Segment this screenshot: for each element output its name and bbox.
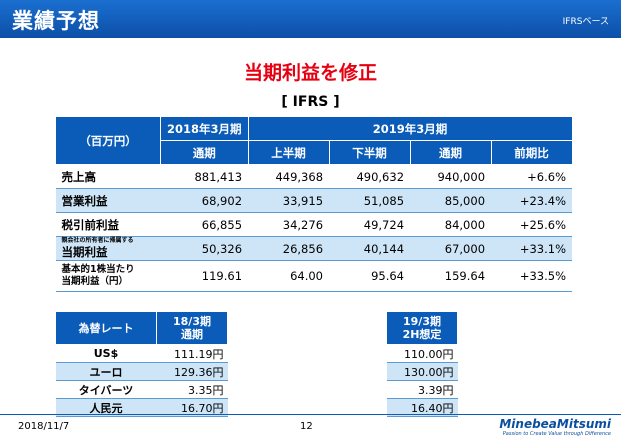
accounting-basis: IFRSベース: [562, 17, 609, 27]
fx-value-18: 111.19円: [156, 344, 228, 363]
fy2019-header: 2019年3月期: [247, 116, 573, 141]
page-title: 業績予想: [12, 9, 100, 33]
unit-header: （百万円）: [55, 116, 161, 165]
cell-value: 64.00: [248, 260, 330, 292]
col-yoy: 前期比: [490, 140, 573, 165]
col-h1: 上半期: [247, 140, 330, 165]
forecast-table: （百万円） 2018年3月期 2019年3月期 通期 上半期 下半期 通期 前期…: [55, 116, 573, 292]
fx-col-19-line2: 2H想定: [402, 328, 442, 341]
cell-value: 40,144: [329, 236, 411, 261]
page-number: 12: [300, 421, 313, 432]
footer-divider: [0, 414, 621, 415]
cell-value: 33,915: [248, 188, 330, 213]
row-label: 基本的1株当たり 当期利益（円）: [55, 260, 161, 292]
fx-row: 人民元 16.70円 16.40円: [55, 398, 458, 417]
fx-col-18-line1: 18/3期: [173, 315, 211, 328]
cell-value: 66,855: [160, 212, 249, 237]
cell-value: 159.64: [410, 260, 492, 292]
fx-row: US$ 111.19円 110.00円: [55, 344, 458, 363]
cell-value: 449,368: [248, 164, 330, 189]
row-label-text: 当期利益（円）: [61, 276, 129, 287]
cell-value: 84,000: [410, 212, 492, 237]
fx-currency: US$: [55, 344, 157, 363]
row-label: 営業利益: [55, 188, 161, 213]
table-row: 税引前利益 66,855 34,276 49,724 84,000 +25.6%: [55, 212, 573, 237]
fx-row: タイバーツ 3.35円 3.39円: [55, 380, 458, 399]
company-logo: MinebeaMitsumi Passion to Create Value t…: [499, 417, 611, 437]
fx-value-18: 16.70円: [156, 398, 228, 417]
row-label-text: 当期利益: [61, 245, 108, 259]
cell-value: +33.5%: [491, 260, 573, 292]
cell-value: +33.1%: [491, 236, 573, 261]
cell-value: 881,413: [160, 164, 249, 189]
cell-value: 49,724: [329, 212, 411, 237]
cell-value: 940,000: [410, 164, 492, 189]
cell-value: 67,000: [410, 236, 492, 261]
fy2018-header: 2018年3月期: [160, 116, 249, 141]
row-sublabel: 基本的1株当たり: [61, 264, 135, 275]
fx-currency: 人民元: [55, 398, 157, 417]
fx-col-19-line1: 19/3期: [403, 315, 441, 328]
fx-rate-table: 為替レート 18/3期 通期 19/3期 2H想定 US$ 111.19円 11…: [55, 311, 458, 417]
fx-col-18-header: 18/3期 通期: [156, 311, 228, 345]
row-label: 税引前利益: [55, 212, 161, 237]
cell-value: 490,632: [329, 164, 411, 189]
header-bar: 業績予想 IFRSベース: [0, 0, 621, 38]
col-fy2018-full: 通期: [160, 140, 249, 165]
cell-value: 50,326: [160, 236, 249, 261]
cell-value: 85,000: [410, 188, 492, 213]
cell-value: 51,085: [329, 188, 411, 213]
fx-col-19-header: 19/3期 2H想定: [386, 311, 458, 345]
fx-value-19: 3.39円: [386, 380, 458, 399]
cell-value: 119.61: [160, 260, 249, 292]
fx-currency: タイバーツ: [55, 380, 157, 399]
footer-date: 2018/11/7: [18, 421, 70, 432]
cell-value: 95.64: [329, 260, 411, 292]
cell-value: 26,856: [248, 236, 330, 261]
fx-value-19: 130.00円: [386, 362, 458, 381]
cell-value: +25.6%: [491, 212, 573, 237]
logo-tagline: Passion to Create Value through Differen…: [502, 431, 611, 437]
fx-currency: ユーロ: [55, 362, 157, 381]
logo-name: MinebeaMitsumi: [499, 417, 611, 431]
fx-value-18: 3.35円: [156, 380, 228, 399]
fx-value-19: 16.40円: [386, 398, 458, 417]
accounting-standard: [ IFRS ]: [281, 94, 340, 110]
row-sublabel: 親会社の所有者に帰属する: [61, 237, 134, 244]
cell-value: 68,902: [160, 188, 249, 213]
row-label: 親会社の所有者に帰属する 当期利益: [55, 236, 161, 261]
fx-header: 為替レート: [55, 311, 157, 345]
table-row: 売上高 881,413 449,368 490,632 940,000 +6.6…: [55, 164, 573, 189]
table-row: 基本的1株当たり 当期利益（円） 119.61 64.00 95.64 159.…: [55, 260, 573, 292]
fx-value-18: 129.36円: [156, 362, 228, 381]
fx-row: ユーロ 129.36円 130.00円: [55, 362, 458, 381]
slide-subtitle: 当期利益を修正: [243, 62, 377, 84]
fx-value-19: 110.00円: [386, 344, 458, 363]
cell-value: +6.6%: [491, 164, 573, 189]
fx-gap: [228, 312, 387, 345]
cell-value: +23.4%: [491, 188, 573, 213]
col-fy2019-full: 通期: [409, 140, 492, 165]
table-row: 営業利益 68,902 33,915 51,085 85,000 +23.4%: [55, 188, 573, 213]
cell-value: 34,276: [248, 212, 330, 237]
fx-col-18-line2: 通期: [181, 328, 203, 341]
col-h2: 下半期: [328, 140, 411, 165]
table-row: 親会社の所有者に帰属する 当期利益 50,326 26,856 40,144 6…: [55, 236, 573, 261]
row-label: 売上高: [55, 164, 161, 189]
